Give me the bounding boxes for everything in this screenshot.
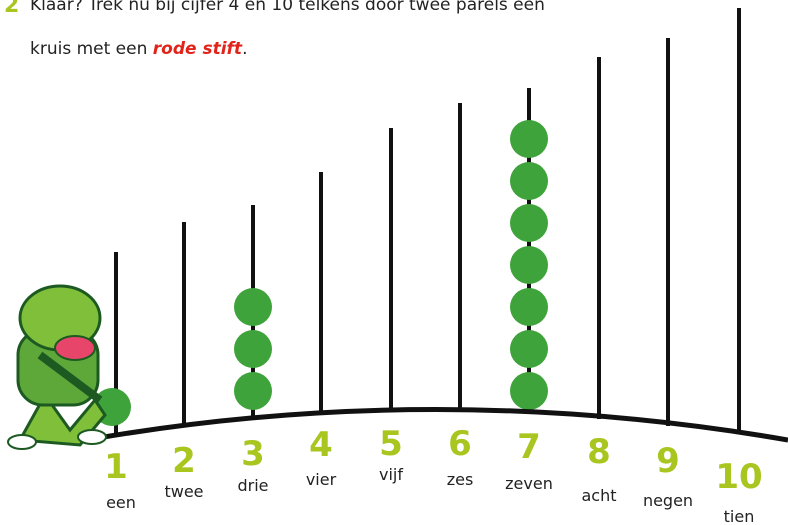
bead xyxy=(510,120,548,158)
instruction-end: . xyxy=(242,39,247,59)
digit: 8 xyxy=(587,432,611,472)
emphasis: rode stift xyxy=(153,39,243,59)
word: een xyxy=(106,493,136,512)
bead xyxy=(510,162,548,200)
digit: 2 xyxy=(172,441,196,481)
bead xyxy=(510,288,548,326)
digit: 1 xyxy=(104,447,128,487)
bead xyxy=(234,288,272,326)
digit: 6 xyxy=(448,424,472,464)
word: negen xyxy=(643,491,693,510)
digit: 4 xyxy=(309,425,333,465)
base-curve xyxy=(98,409,788,440)
instruction-line: Klaar? Trek nu bij cijfer 4 en 10 telken… xyxy=(30,0,545,15)
digit: 5 xyxy=(379,424,403,464)
instruction-text: kruis met een xyxy=(30,39,153,59)
word: vijf xyxy=(379,465,403,484)
word: tien xyxy=(724,507,755,525)
digit: 7 xyxy=(517,427,541,467)
step-number: 2 xyxy=(4,0,19,18)
word: drie xyxy=(237,476,268,495)
word: zes xyxy=(447,470,474,489)
word: twee xyxy=(164,482,203,501)
bead xyxy=(234,330,272,368)
bead xyxy=(234,372,272,410)
digit: 3 xyxy=(241,434,265,474)
word: zeven xyxy=(505,474,553,493)
word: acht xyxy=(581,486,616,505)
bead xyxy=(510,204,548,242)
bead xyxy=(510,246,548,284)
instruction-line: kruis met een rode stift. xyxy=(30,39,247,59)
bead xyxy=(510,330,548,368)
mascot xyxy=(8,286,106,449)
worksheet: 2 Klaar? Trek nu bij cijfer 4 en 10 telk… xyxy=(0,0,788,525)
bead xyxy=(510,372,548,410)
word: vier xyxy=(306,470,337,489)
digit: 10 xyxy=(715,457,762,497)
digit: 9 xyxy=(656,441,680,481)
